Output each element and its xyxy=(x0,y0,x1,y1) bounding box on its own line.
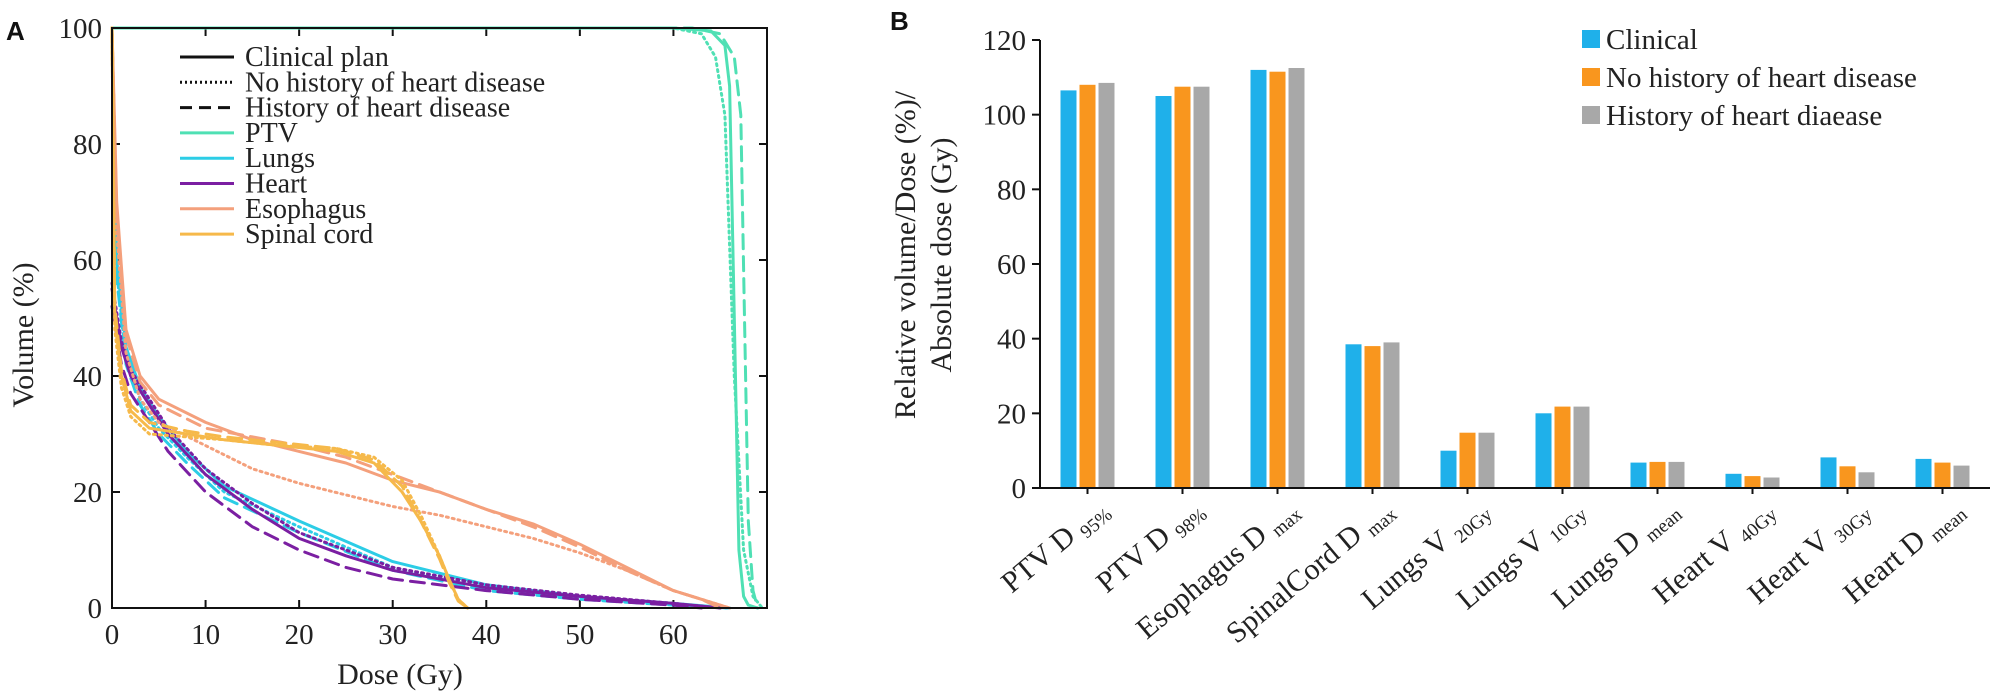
bar-heart-d-mean-clinical xyxy=(1915,458,1932,488)
category-label-main: PTV D xyxy=(995,514,1087,599)
panel-a-x-axis-title: Dose (Gy) xyxy=(337,658,463,691)
category-label-sub: 40Gy xyxy=(1736,504,1782,548)
bar-heart-v-30gy-clinical xyxy=(1820,457,1837,488)
panel-a-ticks: 0 20 40 60 80 100 0 10 20 30 40 50 60 xyxy=(59,13,767,651)
bar-lungs-v-20gy-no-history-of-heart-disease xyxy=(1459,432,1476,488)
panel-b-y-axis-title-line2: Absolute dose (Gy) xyxy=(925,138,958,373)
panel-b-bar-chart: B Relative volume/Dose (%)/ Absolute dos… xyxy=(889,6,1990,653)
y-tick-label: 20 xyxy=(73,477,102,509)
panel-b-category-labels: PTV D 95%PTV D 98%Esophagus D maxSpinalC… xyxy=(995,492,1972,653)
panel-a-dvh-chart: A Volume (%) Dose (Gy) 0 20 40 60 80 100 0 10 20… xyxy=(6,13,768,691)
bar-spinalcord-d-max-no-history-of-heart-disease xyxy=(1364,346,1381,488)
legend-style-label: No history of heart disease xyxy=(245,67,545,98)
legend-swatch-clinical xyxy=(1582,30,1600,48)
x-tick-label: 40 xyxy=(472,619,501,651)
bar-heart-v-30gy-history-of-heart-diaease xyxy=(1858,472,1875,488)
legend-structure-label: Lungs xyxy=(245,143,315,174)
bar-lungs-v-10gy-no-history-of-heart-disease xyxy=(1554,406,1571,488)
y-tick-label: 0 xyxy=(1012,473,1027,505)
legend-style-label: Clinical plan xyxy=(245,42,389,73)
bar-spinalcord-d-max-history-of-heart-diaease xyxy=(1383,342,1400,488)
dvh-line-spinal-cord-history-of-heart-disease xyxy=(110,26,470,610)
x-tick-label: 50 xyxy=(565,619,594,651)
panel-b-y-axis-title-line1: Relative volume/Dose (%)/ xyxy=(889,90,922,419)
y-tick-label: 0 xyxy=(88,593,103,625)
bar-lungs-d-mean-no-history-of-heart-disease xyxy=(1649,461,1666,488)
panel-a-y-axis-title: Volume (%) xyxy=(7,262,40,407)
y-tick-label: 40 xyxy=(997,324,1026,356)
dvh-line-heart-clinical-plan xyxy=(110,287,722,610)
panel-a-plot-frame xyxy=(111,27,768,609)
legend-label: No history of heart disease xyxy=(1606,62,1917,94)
bar-lungs-v-20gy-history-of-heart-diaease xyxy=(1478,432,1495,488)
bar-heart-v-30gy-no-history-of-heart-disease xyxy=(1839,466,1856,488)
panel-b-legend: Clinical No history of heart disease Histo… xyxy=(1582,24,1917,132)
dvh-line-ptv-no-history-of-heart-disease xyxy=(110,26,764,610)
bar-esophagus-d-max-history-of-heart-diaease xyxy=(1288,68,1305,488)
category-label: Esophagus D max xyxy=(1130,492,1307,649)
legend-structure-label: Heart xyxy=(245,169,307,200)
x-tick-label: 60 xyxy=(659,619,688,651)
y-tick-label: 100 xyxy=(983,100,1027,132)
x-tick-label: 0 xyxy=(105,619,120,651)
legend-style-label: History of heart disease xyxy=(245,93,510,124)
legend-label: History of heart diaease xyxy=(1606,100,1882,132)
x-tick-label: 10 xyxy=(191,619,220,651)
category-label-sub: 30Gy xyxy=(1831,504,1877,548)
x-tick-label: 20 xyxy=(285,619,314,651)
legend-swatch-no-history-of-heart-disease xyxy=(1582,68,1600,86)
bar-esophagus-d-max-clinical xyxy=(1250,69,1267,489)
panel-a-letter: A xyxy=(6,16,25,46)
bar-heart-d-mean-no-history-of-heart-disease xyxy=(1934,462,1951,488)
legend-swatch-history-of-heart-diaease xyxy=(1582,106,1600,124)
panel-b-axes xyxy=(1039,40,1990,489)
panel-b-bars xyxy=(1060,68,1970,489)
bar-lungs-v-10gy-clinical xyxy=(1535,413,1552,488)
y-tick-label: 40 xyxy=(73,361,102,393)
y-tick-label: 60 xyxy=(997,249,1026,281)
dvh-line-esophagus-history-of-heart-disease xyxy=(110,26,722,610)
bar-lungs-v-20gy-clinical xyxy=(1440,450,1457,488)
y-tick-label: 20 xyxy=(997,398,1026,430)
bar-esophagus-d-max-no-history-of-heart-disease xyxy=(1269,71,1286,488)
legend-structure-label: Esophagus xyxy=(245,194,366,225)
panel-a-dvh-curves xyxy=(110,26,764,610)
bar-spinalcord-d-max-clinical xyxy=(1345,344,1362,488)
bar-ptv-d-98-history-of-heart-diaease xyxy=(1193,86,1210,488)
bar-heart-v-40gy-clinical xyxy=(1725,473,1742,488)
bar-lungs-d-mean-clinical xyxy=(1630,462,1647,488)
dvh-line-heart-history-of-heart-disease xyxy=(110,304,703,610)
bar-ptv-d-95-no-history-of-heart-disease xyxy=(1079,84,1096,489)
y-tick-label: 100 xyxy=(59,13,103,45)
category-label: PTV D 95% xyxy=(995,492,1117,602)
bar-ptv-d-95-clinical xyxy=(1060,90,1077,489)
bar-heart-v-40gy-no-history-of-heart-disease xyxy=(1744,476,1761,488)
legend-label: Clinical xyxy=(1606,24,1698,56)
y-tick-label: 80 xyxy=(73,129,102,161)
dvh-line-esophagus-clinical-plan xyxy=(110,26,732,610)
legend-structure-label: PTV xyxy=(245,118,298,149)
bar-lungs-d-mean-history-of-heart-diaease xyxy=(1668,461,1685,488)
x-tick-label: 30 xyxy=(378,619,407,651)
bar-ptv-d-95-history-of-heart-diaease xyxy=(1098,82,1115,489)
panel-b-letter: B xyxy=(890,6,909,36)
bar-ptv-d-98-clinical xyxy=(1155,96,1172,488)
bar-heart-d-mean-history-of-heart-diaease xyxy=(1953,465,1970,488)
category-label-sub: 20Gy xyxy=(1451,504,1497,548)
y-tick-label: 60 xyxy=(73,245,102,277)
y-tick-label: 120 xyxy=(983,25,1027,57)
y-tick-label: 80 xyxy=(997,174,1026,206)
category-label-sub: 10Gy xyxy=(1546,504,1592,548)
dvh-line-heart-no-history-of-heart-disease xyxy=(110,281,722,610)
legend-structure-label: Spinal cord xyxy=(245,219,373,250)
bar-lungs-v-10gy-history-of-heart-diaease xyxy=(1573,406,1590,488)
bar-ptv-d-98-no-history-of-heart-disease xyxy=(1174,86,1191,488)
category-label: SpinalCord D max xyxy=(1220,492,1402,653)
bar-heart-v-40gy-history-of-heart-diaease xyxy=(1763,477,1780,488)
dvh-line-ptv-history-of-heart-disease xyxy=(110,26,760,610)
